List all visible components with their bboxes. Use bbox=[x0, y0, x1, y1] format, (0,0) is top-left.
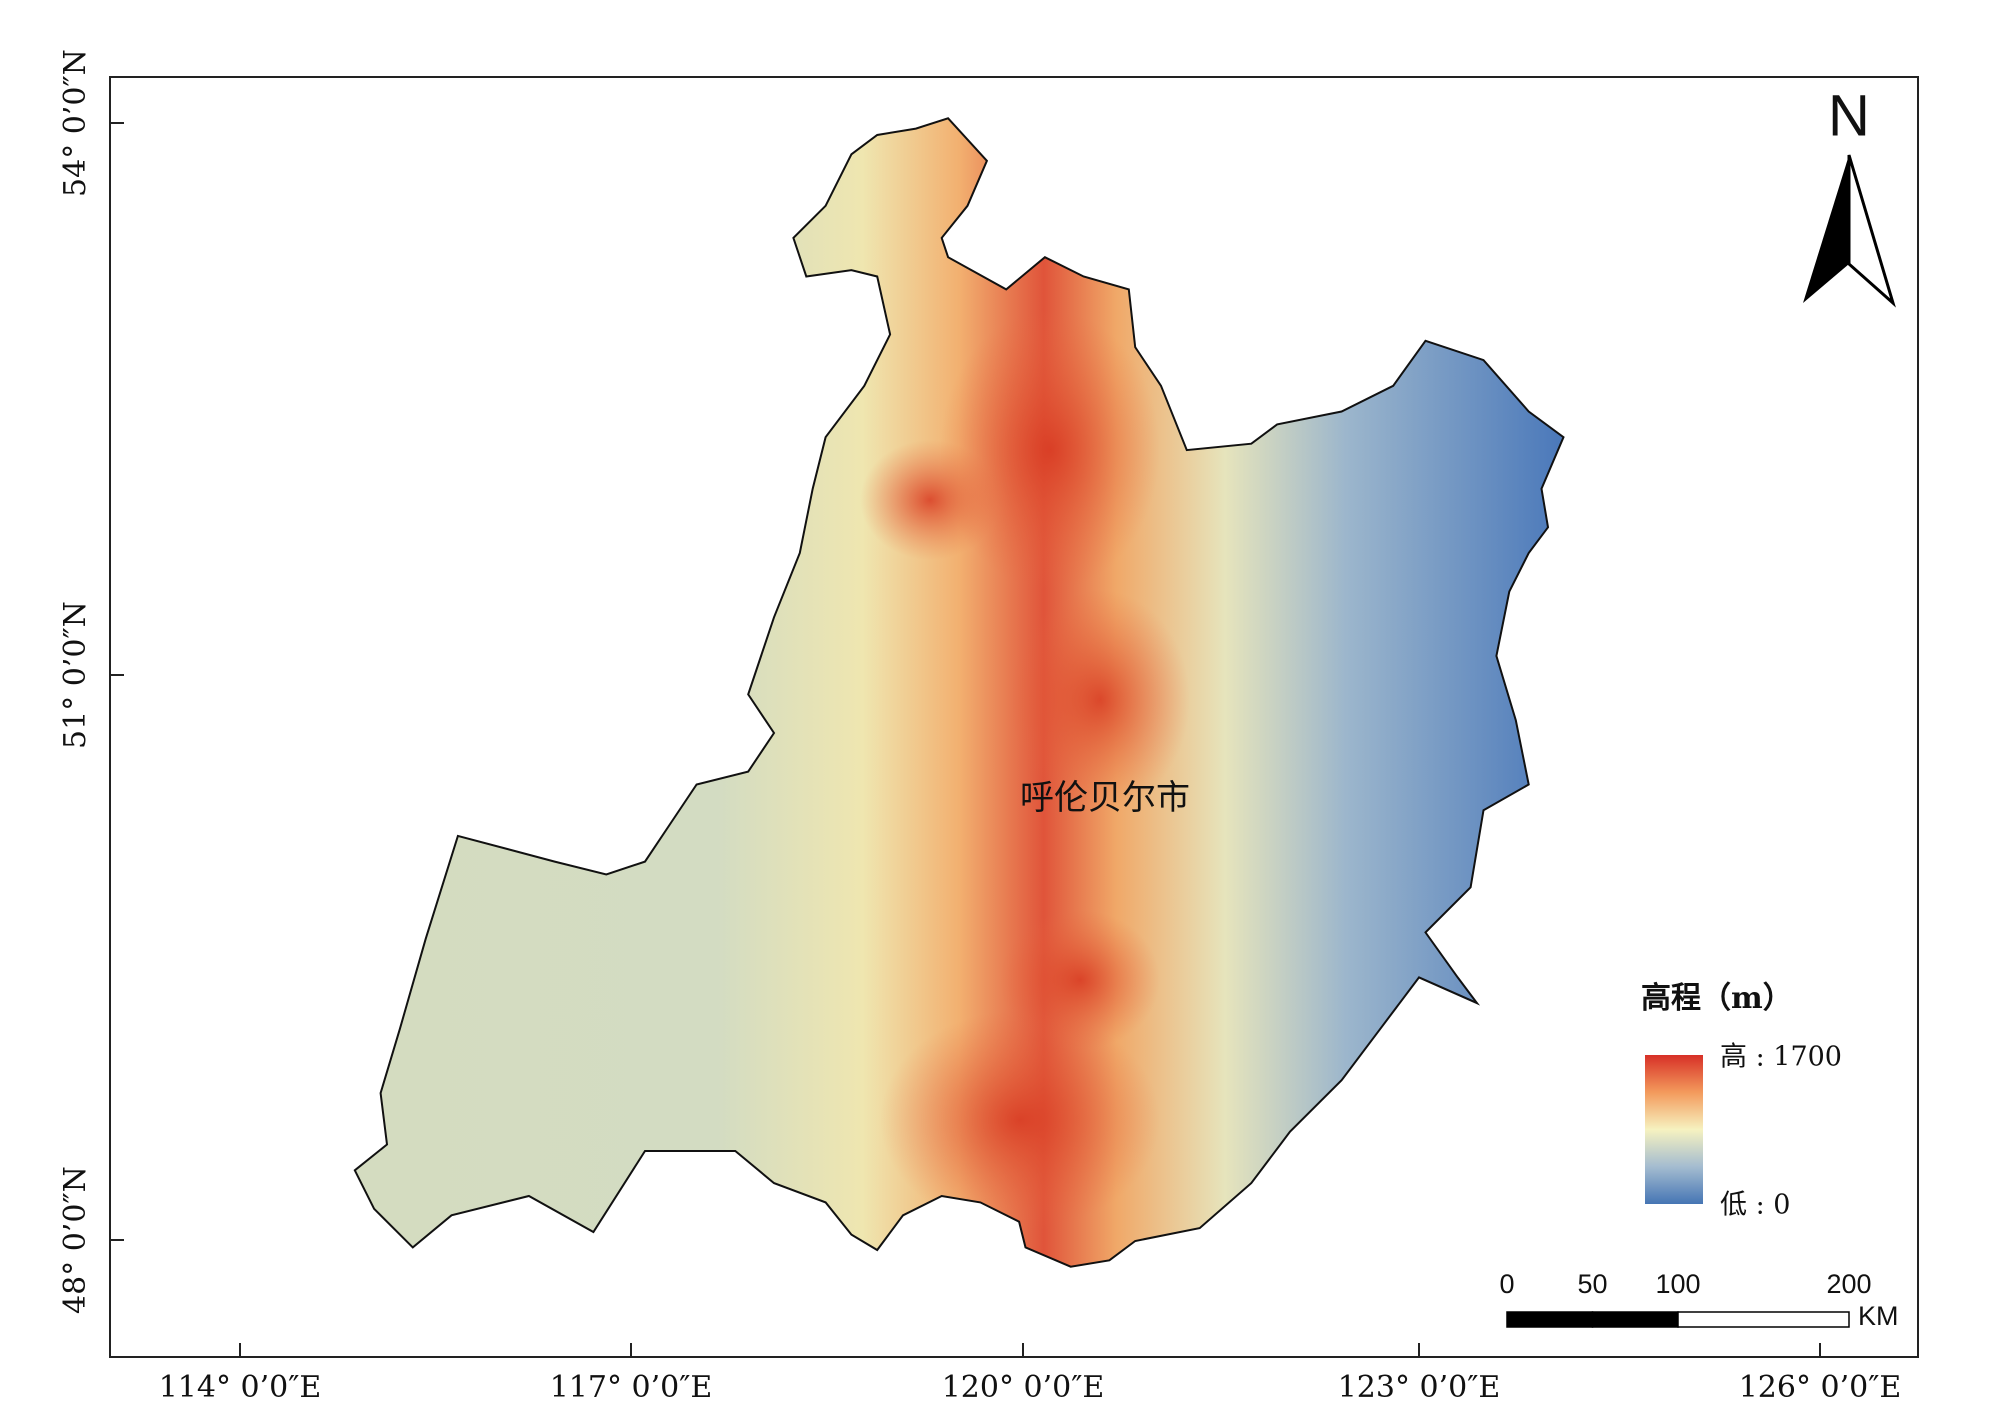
scale-tick-label: 50 bbox=[1577, 1269, 1607, 1299]
legend: 高程（m） 高 : 1700 低 : 0 bbox=[1641, 981, 1842, 1221]
lat-label: 48° 0’0″N bbox=[58, 1166, 93, 1314]
relief-blob bbox=[940, 310, 1160, 590]
relief-blob bbox=[1010, 590, 1190, 810]
arrow-left bbox=[1803, 155, 1849, 303]
region bbox=[353, 117, 1565, 1268]
scale-unit: KM bbox=[1858, 1301, 1899, 1331]
legend-ramp bbox=[1645, 1055, 1703, 1204]
scale-tick-label: 0 bbox=[1499, 1269, 1514, 1299]
lon-label: 123° 0’0″E bbox=[1338, 1370, 1501, 1405]
north-label: N bbox=[1828, 83, 1870, 148]
lon-label: 117° 0’0″E bbox=[550, 1370, 713, 1405]
lon-label: 126° 0’0″E bbox=[1739, 1370, 1902, 1405]
legend-title: 高程（m） bbox=[1641, 981, 1793, 1016]
region-outline bbox=[353, 117, 1565, 1268]
scale-segment bbox=[1591, 1311, 1679, 1328]
scale-segment bbox=[1677, 1311, 1850, 1328]
lon-label: 120° 0’0″E bbox=[942, 1370, 1105, 1405]
scale-segment bbox=[1506, 1311, 1594, 1328]
scale-tick-label: 100 bbox=[1655, 1269, 1700, 1299]
lat-label: 51° 0’0″N bbox=[58, 601, 93, 749]
scale-tick-label: 200 bbox=[1826, 1269, 1871, 1299]
region-label: 呼伦贝尔市 bbox=[1020, 778, 1190, 818]
lon-label: 114° 0’0″E bbox=[159, 1370, 322, 1405]
legend-high: 高 : 1700 bbox=[1720, 1042, 1842, 1073]
map-frame bbox=[109, 76, 1919, 1358]
scale-bar: KM 0 50 100 200 bbox=[1499, 1269, 1898, 1331]
relief-blob bbox=[1000, 910, 1160, 1050]
arrow-right bbox=[1847, 154, 1896, 308]
legend-low: 低 : 0 bbox=[1720, 1190, 1790, 1221]
relief-blob bbox=[880, 1010, 1160, 1230]
region-fill bbox=[354, 118, 1564, 1267]
north-arrow: N bbox=[1803, 83, 1896, 308]
relief bbox=[860, 310, 1190, 1230]
lat-label: 54° 0’0″N bbox=[58, 49, 93, 197]
relief-blob bbox=[860, 440, 1000, 560]
